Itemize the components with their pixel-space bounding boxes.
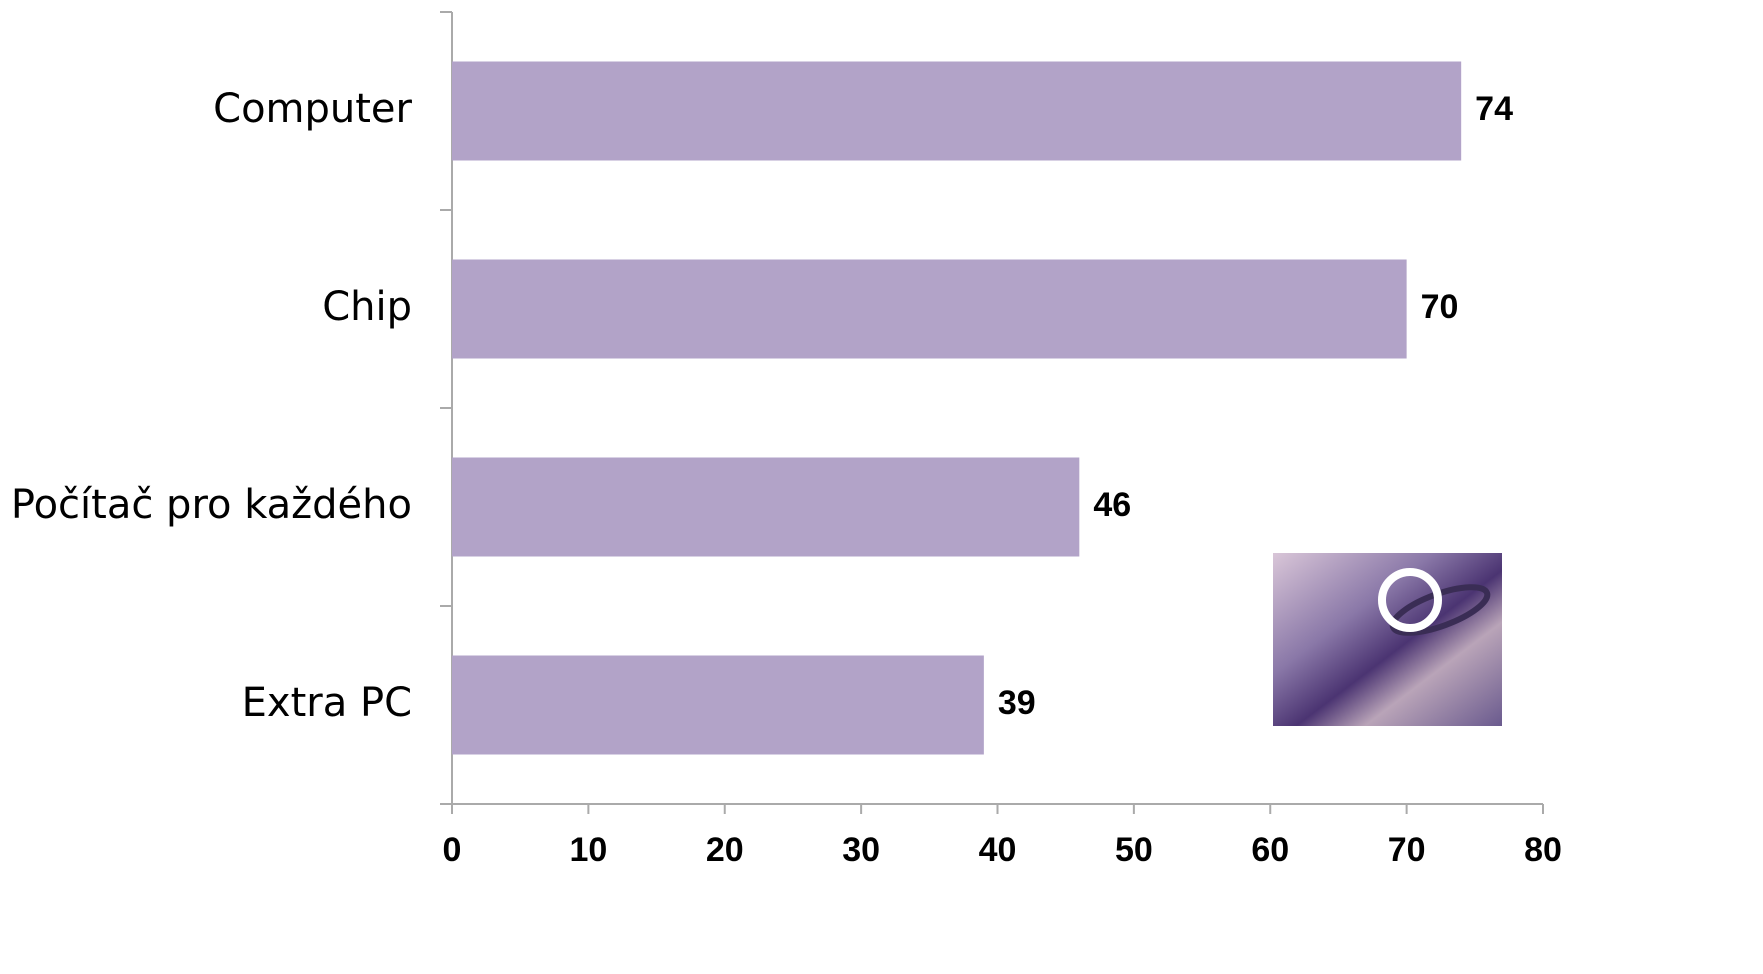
bar [452, 61, 1462, 161]
x-tick-label: 10 [569, 831, 607, 869]
y-tick-label: Chip [322, 284, 412, 330]
x-tick-label: 0 [443, 831, 462, 869]
data-label: 74 [1475, 90, 1513, 128]
bar [452, 655, 984, 755]
x-tick-label: 30 [842, 831, 880, 869]
bar [452, 457, 1080, 557]
x-tick-label: 20 [706, 831, 744, 869]
x-tick-label: 80 [1524, 831, 1562, 869]
y-tick-label: Extra PC [242, 680, 412, 726]
x-tick-label: 50 [1115, 831, 1153, 869]
x-tick-label: 60 [1251, 831, 1289, 869]
data-label: 39 [998, 684, 1036, 722]
x-tick-label: 70 [1388, 831, 1426, 869]
y-tick-label: Computer [213, 86, 412, 132]
bar [452, 259, 1407, 359]
data-label: 70 [1421, 288, 1459, 326]
y-tick-label: Počítač pro každého [11, 482, 412, 528]
x-tick-label: 40 [979, 831, 1017, 869]
data-label: 46 [1093, 486, 1131, 524]
decorative-image [1273, 553, 1502, 726]
